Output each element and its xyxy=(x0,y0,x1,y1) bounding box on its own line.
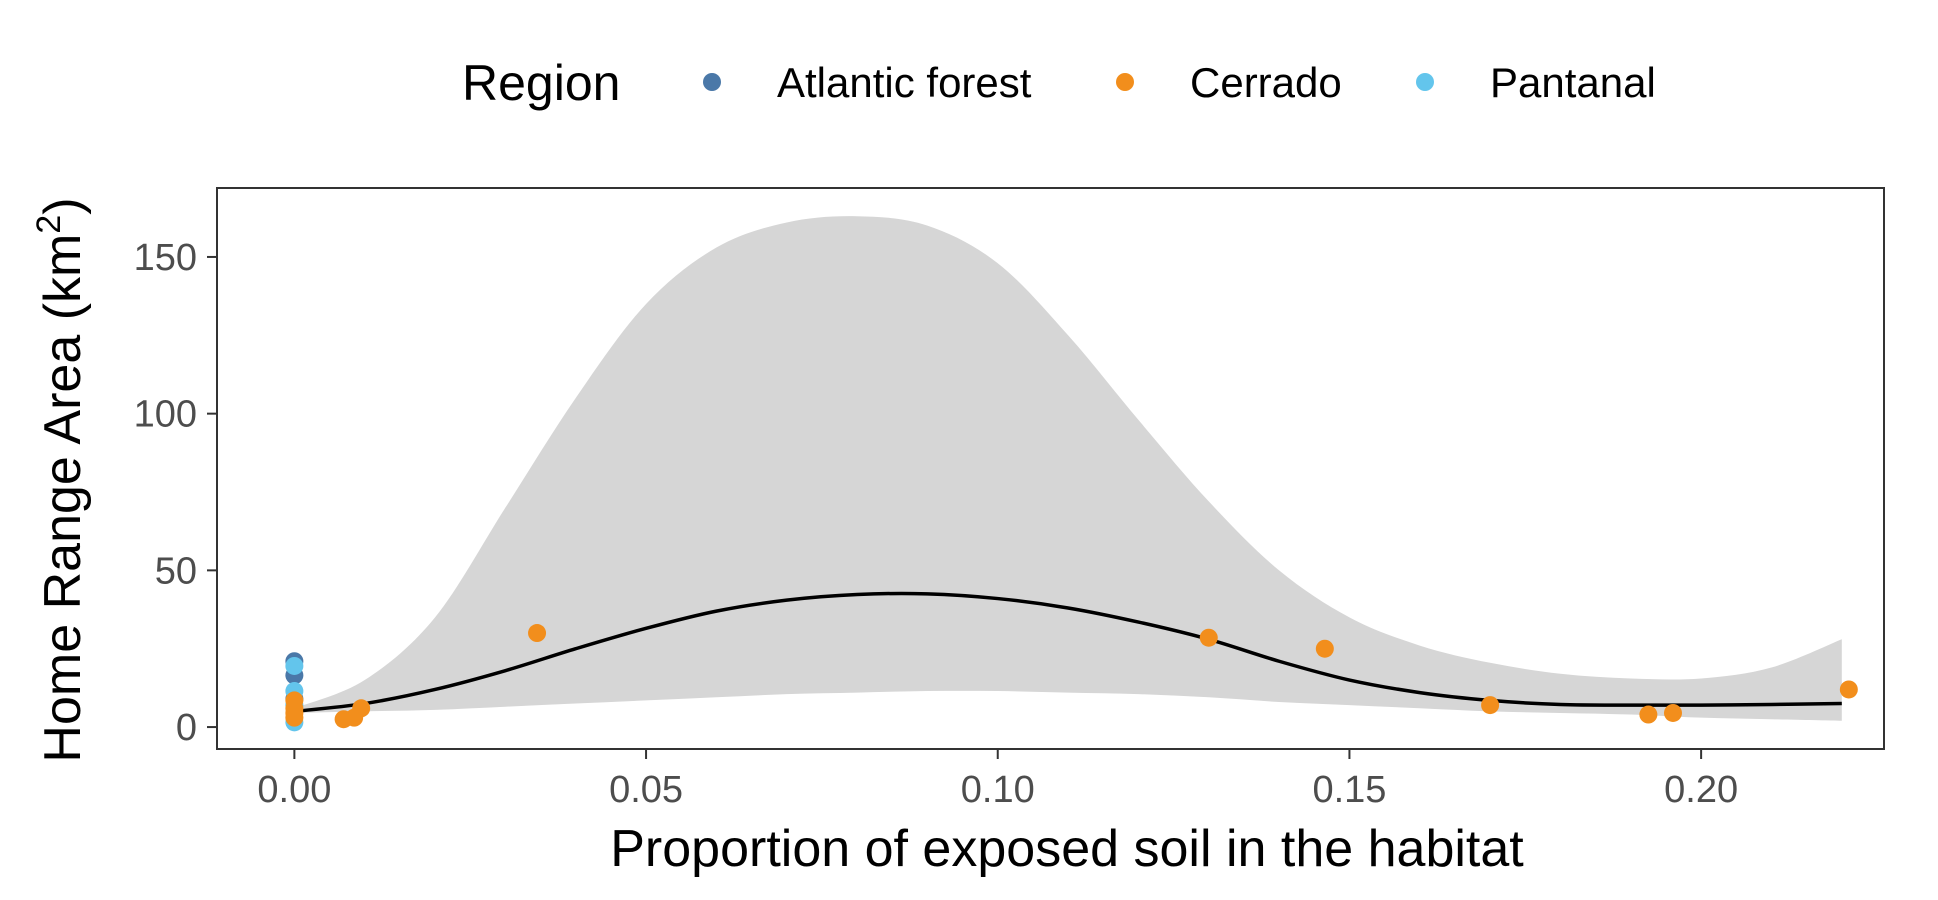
x-tick-label: 0.10 xyxy=(961,769,1035,811)
legend-marker-cerrado xyxy=(1116,73,1134,91)
data-point-cerrado xyxy=(1839,680,1858,699)
data-point-cerrado xyxy=(1639,705,1658,724)
legend-label-atlantic-forest: Atlantic forest xyxy=(777,59,1032,106)
data-point-pantanal xyxy=(285,656,304,675)
y-axis-title-close: ) xyxy=(34,197,92,214)
data-point-cerrado xyxy=(285,691,304,710)
data-point-cerrado xyxy=(1199,628,1218,647)
x-axis: 0.00 0.05 0.10 0.15 0.20 xyxy=(257,749,1738,811)
y-axis-title: Home Range Area (km2) xyxy=(30,197,92,762)
confidence-band xyxy=(294,216,1842,721)
y-axis-title-main: Home Range Area (km xyxy=(34,234,92,763)
legend-label-cerrado: Cerrado xyxy=(1190,59,1342,106)
legend-marker-pantanal xyxy=(1416,73,1434,91)
x-tick-label: 0.20 xyxy=(1664,769,1738,811)
trend-line xyxy=(294,591,1842,714)
confidence-band-layer xyxy=(294,216,1842,721)
legend-marker-atlantic-forest xyxy=(703,73,721,91)
y-tick-label: 100 xyxy=(134,394,197,436)
plot-panel-border xyxy=(216,187,1885,750)
trend-line-layer xyxy=(294,591,1842,714)
y-axis-title-sup: 2 xyxy=(30,215,68,234)
x-axis-title: Proportion of exposed soil in the habita… xyxy=(610,820,1524,878)
legend-title: Region xyxy=(462,55,620,111)
x-tick-label: 0.05 xyxy=(609,769,683,811)
x-tick-label: 0.15 xyxy=(1312,769,1386,811)
y-tick-label: 150 xyxy=(134,237,197,279)
data-point-cerrado xyxy=(1481,696,1500,715)
data-point-cerrado xyxy=(1315,639,1334,658)
y-tick-label: 0 xyxy=(176,707,197,749)
x-tick-label: 0.00 xyxy=(257,769,331,811)
data-point-cerrado xyxy=(1663,703,1682,722)
data-point-cerrado xyxy=(352,699,371,718)
y-axis: 0 50 100 150 xyxy=(134,237,217,749)
legend: Region Atlantic forest Cerrado Pantanal xyxy=(462,55,1656,111)
points-layer xyxy=(285,624,1858,732)
legend-label-pantanal: Pantanal xyxy=(1490,59,1656,106)
y-tick-label: 50 xyxy=(155,550,197,592)
data-point-cerrado xyxy=(528,624,547,643)
